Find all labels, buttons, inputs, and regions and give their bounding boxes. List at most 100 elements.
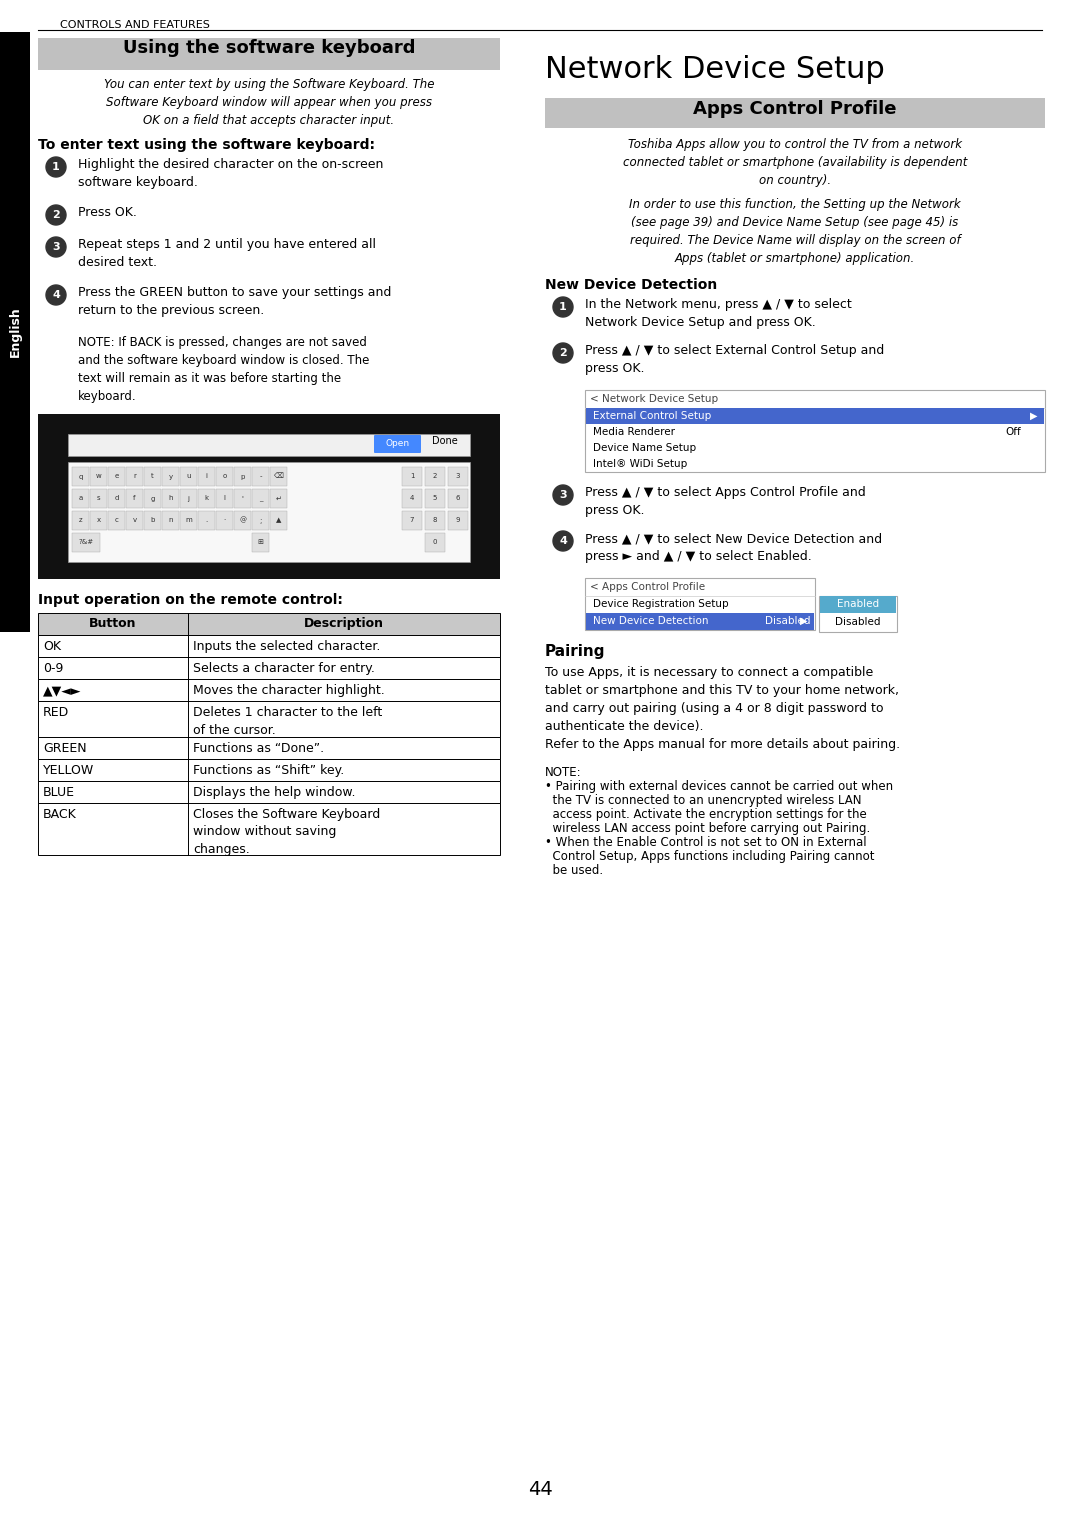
Text: 3: 3 xyxy=(559,489,567,500)
Text: Media Renderer: Media Renderer xyxy=(593,427,675,437)
Text: the TV is connected to an unencrypted wireless LAN: the TV is connected to an unencrypted wi… xyxy=(545,794,862,807)
Text: 8: 8 xyxy=(433,517,437,523)
Bar xyxy=(126,466,143,486)
Text: 2: 2 xyxy=(559,349,567,358)
Text: a: a xyxy=(79,495,83,502)
Bar xyxy=(38,679,500,700)
Text: Press the GREEN button to save your settings and
return to the previous screen.: Press the GREEN button to save your sett… xyxy=(78,286,391,317)
Text: GREEN: GREEN xyxy=(43,742,86,755)
Bar xyxy=(448,511,468,531)
Bar xyxy=(38,414,500,579)
Bar xyxy=(234,511,251,531)
Text: Toshiba Apps allow you to control the TV from a network
connected tablet or smar: Toshiba Apps allow you to control the TV… xyxy=(623,138,968,187)
Bar xyxy=(72,534,100,552)
Bar xyxy=(216,511,233,531)
Text: 2: 2 xyxy=(433,474,437,480)
Text: ▲▼◄►: ▲▼◄► xyxy=(43,683,81,697)
Text: Selects a character for entry.: Selects a character for entry. xyxy=(193,662,375,674)
Bar xyxy=(545,98,1045,128)
Text: Press ▲ / ▼ to select New Device Detection and
press ► and ▲ / ▼ to select Enabl: Press ▲ / ▼ to select New Device Detecti… xyxy=(585,532,882,563)
Text: n: n xyxy=(168,517,173,523)
Text: 3: 3 xyxy=(456,474,460,480)
Bar xyxy=(38,38,500,70)
Bar xyxy=(216,489,233,508)
Text: access point. Activate the encryption settings for the: access point. Activate the encryption se… xyxy=(545,807,867,821)
Text: k: k xyxy=(204,495,208,502)
Text: u: u xyxy=(186,474,191,480)
Text: New Device Detection: New Device Detection xyxy=(545,278,717,292)
Bar xyxy=(38,700,500,737)
Bar xyxy=(0,32,30,631)
Text: < Network Device Setup: < Network Device Setup xyxy=(590,394,718,404)
Text: Functions as “Shift” key.: Functions as “Shift” key. xyxy=(193,764,345,777)
Text: Control Setup, Apps functions including Pairing cannot: Control Setup, Apps functions including … xyxy=(545,850,875,862)
Bar xyxy=(198,489,215,508)
Bar xyxy=(108,489,125,508)
Text: Press ▲ / ▼ to select Apps Control Profile and
press OK.: Press ▲ / ▼ to select Apps Control Profi… xyxy=(585,486,866,517)
Text: Disabled: Disabled xyxy=(765,616,810,625)
Text: e: e xyxy=(114,474,119,480)
Bar xyxy=(198,466,215,486)
Text: m: m xyxy=(185,517,192,523)
Text: ·: · xyxy=(224,517,226,523)
Text: wireless LAN access point before carrying out Pairing.: wireless LAN access point before carryin… xyxy=(545,823,870,835)
Text: z: z xyxy=(79,517,82,523)
Bar xyxy=(234,466,251,486)
Text: < Apps Control Profile: < Apps Control Profile xyxy=(590,583,705,592)
Bar xyxy=(38,657,500,679)
Text: 6: 6 xyxy=(456,495,460,502)
Circle shape xyxy=(46,284,66,304)
Text: NOTE:: NOTE: xyxy=(545,766,582,778)
Text: Repeat steps 1 and 2 until you have entered all
desired text.: Repeat steps 1 and 2 until you have ente… xyxy=(78,239,376,269)
Bar xyxy=(585,390,1045,472)
Text: -: - xyxy=(259,474,261,480)
Text: BACK: BACK xyxy=(43,807,77,821)
Text: ?&#: ?&# xyxy=(79,540,94,546)
Circle shape xyxy=(553,531,573,550)
Bar xyxy=(402,511,422,531)
Bar xyxy=(126,511,143,531)
Bar xyxy=(426,511,445,531)
Bar xyxy=(72,489,89,508)
Text: Press ▲ / ▼ to select External Control Setup and
press OK.: Press ▲ / ▼ to select External Control S… xyxy=(585,344,885,375)
Bar xyxy=(252,511,269,531)
Text: To enter text using the software keyboard:: To enter text using the software keyboar… xyxy=(38,138,375,151)
Text: 4: 4 xyxy=(559,537,567,546)
Bar xyxy=(819,596,897,631)
Text: Network Device Setup: Network Device Setup xyxy=(545,55,885,84)
Text: Intel® WiDi Setup: Intel® WiDi Setup xyxy=(593,459,687,469)
Text: q: q xyxy=(79,474,83,480)
Text: CONTROLS AND FEATURES: CONTROLS AND FEATURES xyxy=(60,20,210,31)
Text: h: h xyxy=(168,495,173,502)
Text: You can enter text by using the Software Keyboard. The
Software Keyboard window : You can enter text by using the Software… xyxy=(104,78,434,127)
Text: To use Apps, it is necessary to connect a compatible
tablet or smartphone and th: To use Apps, it is necessary to connect … xyxy=(545,667,900,751)
Bar xyxy=(270,489,287,508)
Text: 4: 4 xyxy=(409,495,415,502)
Text: _: _ xyxy=(259,495,262,502)
Circle shape xyxy=(46,205,66,225)
Bar xyxy=(38,613,500,635)
Text: Closes the Software Keyboard
window without saving
changes.: Closes the Software Keyboard window with… xyxy=(193,807,380,856)
Text: l: l xyxy=(224,495,226,502)
Text: r: r xyxy=(133,474,136,480)
Bar xyxy=(144,466,161,486)
Text: Deletes 1 character to the left
of the cursor.: Deletes 1 character to the left of the c… xyxy=(193,706,382,737)
Bar xyxy=(216,466,233,486)
Text: Moves the character highlight.: Moves the character highlight. xyxy=(193,683,384,697)
Text: j: j xyxy=(188,495,189,502)
Bar xyxy=(585,578,815,630)
Bar xyxy=(270,466,287,486)
Bar xyxy=(162,489,179,508)
Circle shape xyxy=(553,485,573,505)
Bar xyxy=(38,781,500,803)
Bar xyxy=(252,534,269,552)
Text: be used.: be used. xyxy=(545,864,603,878)
Text: x: x xyxy=(96,517,100,523)
Bar xyxy=(448,489,468,508)
Bar xyxy=(252,466,269,486)
Text: 1: 1 xyxy=(52,162,59,171)
Text: 0: 0 xyxy=(433,540,437,546)
Bar xyxy=(162,466,179,486)
Text: OK: OK xyxy=(43,641,60,653)
Bar xyxy=(38,737,500,758)
